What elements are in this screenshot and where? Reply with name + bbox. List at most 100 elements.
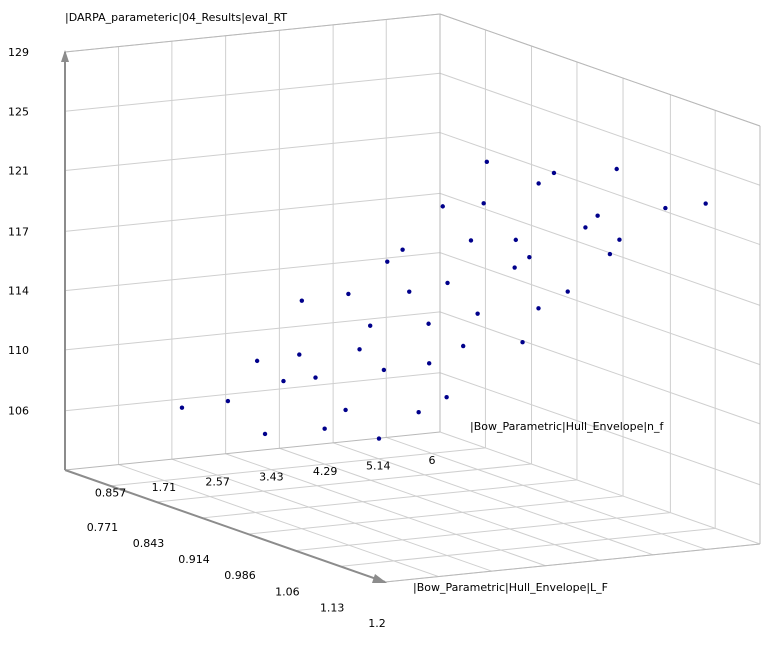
data-point [426, 321, 431, 326]
z-axis-arrow [61, 50, 69, 62]
box-edge [384, 543, 761, 583]
z-axis-title: |DARPA_parameteric|04_Results|eval_RT [65, 11, 287, 24]
grid-line [64, 311, 441, 351]
labels: |DARPA_parameteric|04_Results|eval_RT |B… [8, 11, 665, 630]
data-point [595, 213, 600, 218]
grid-line [439, 372, 761, 486]
data-point [179, 405, 185, 410]
data-point [565, 289, 570, 294]
x-tick-label: 0.857 [95, 487, 127, 500]
data-point [617, 237, 622, 242]
data-point [536, 181, 541, 186]
data-point [426, 361, 432, 366]
x-tick-label: 1.71 [152, 481, 177, 494]
data-point [445, 280, 450, 286]
z-tick-label: 117 [8, 225, 29, 238]
data-point [346, 291, 351, 297]
x-tick-label: 5.14 [366, 459, 391, 472]
box-edge [64, 13, 441, 53]
x-tick-label: 4.29 [313, 465, 338, 478]
grid-line [279, 447, 600, 561]
grid-line [64, 192, 441, 232]
y-tick-label: 0.986 [224, 569, 256, 582]
data-point [376, 436, 382, 441]
data-point [551, 170, 557, 176]
data-point [297, 352, 302, 357]
x-tick-label: 2.57 [205, 476, 230, 489]
grid-line [295, 512, 671, 552]
data-point [607, 251, 613, 257]
y-axis-arrow [372, 574, 387, 583]
data-point [614, 166, 619, 172]
grid-line [332, 442, 654, 556]
z-tick-label: 114 [8, 285, 29, 298]
grid-line [439, 311, 761, 425]
data-point [400, 247, 405, 252]
box-edges [61, 13, 761, 583]
data-point [536, 306, 541, 311]
z-tick-label: 121 [8, 165, 29, 178]
z-tick-label: 110 [8, 344, 29, 357]
grid-layer [64, 13, 761, 583]
z-tick-label: 125 [8, 105, 29, 118]
data-point [444, 394, 449, 400]
data-point [481, 201, 486, 206]
grid-line [201, 479, 578, 519]
data-point [527, 254, 532, 260]
x-axis-title: |Bow_Parametric|Hull_Envelope|n_f [470, 420, 665, 433]
data-point [484, 159, 490, 165]
box-edge [439, 13, 761, 127]
data-point [357, 347, 362, 352]
grid-line [439, 72, 761, 186]
grid-line [439, 431, 761, 545]
x-tick-label: 3.43 [259, 470, 284, 483]
data-point [703, 201, 708, 206]
y-tick-label: 0.771 [87, 521, 119, 534]
grid-line [439, 132, 761, 246]
data-point [254, 358, 260, 364]
data-point [583, 225, 588, 230]
grid-line [439, 192, 761, 306]
data-point [512, 265, 517, 270]
y-tick-label: 1.13 [320, 601, 345, 614]
data-point [381, 367, 387, 373]
y-axis-title: |Bow_Parametric|Hull_Envelope|L_F [413, 581, 608, 594]
grid-line [340, 527, 716, 567]
grid-line [64, 252, 441, 292]
data-point [262, 431, 268, 437]
data-point [461, 343, 466, 349]
grid-line [64, 372, 441, 412]
data-point [385, 259, 390, 264]
grid-line [110, 447, 486, 487]
points [179, 159, 708, 441]
grid-line [439, 252, 761, 366]
data-point [416, 410, 421, 415]
grid-line [156, 463, 532, 503]
data-point [520, 339, 525, 345]
y-tick-label: 0.843 [133, 537, 165, 550]
data-point [407, 289, 412, 294]
grid-line [247, 495, 624, 535]
y-tick-label: 1.2 [368, 617, 386, 630]
y-tick-label: 1.06 [275, 586, 300, 599]
data-point [513, 237, 518, 243]
x-tick-label: 6 [429, 454, 436, 467]
data-point [440, 204, 445, 209]
y-tick-label: 0.914 [178, 553, 210, 566]
data-point [299, 298, 305, 303]
data-point [281, 378, 286, 384]
data-point [368, 323, 373, 328]
grid-line [118, 464, 439, 578]
z-tick-label: 106 [8, 405, 29, 418]
data-point [313, 375, 318, 380]
grid-line [64, 72, 441, 112]
data-point [343, 407, 348, 413]
data-point [663, 205, 668, 211]
data-point [475, 311, 480, 316]
data-point [322, 426, 327, 431]
data-point [468, 238, 474, 243]
grid-line [386, 436, 707, 550]
y-axis [64, 469, 386, 583]
grid-line [64, 132, 441, 172]
